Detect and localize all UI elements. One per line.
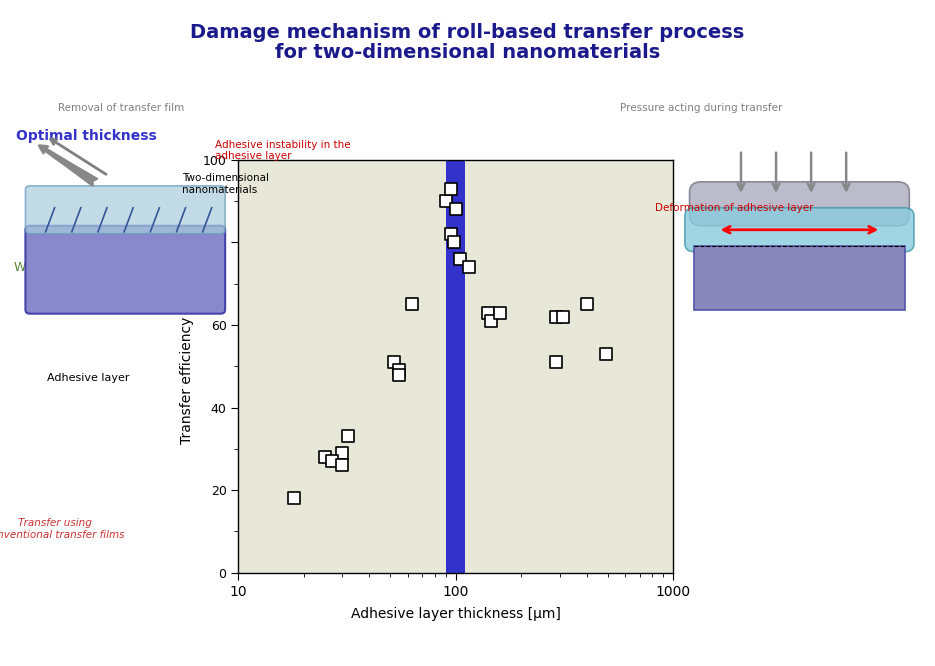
Text: Transfer using
conventional transfer films: Transfer using conventional transfer fil… — [0, 518, 124, 539]
FancyBboxPatch shape — [25, 226, 225, 314]
Text: Optimal thickness: Optimal thickness — [16, 129, 157, 143]
Point — [386, 357, 401, 368]
Text: thick: thick — [87, 273, 124, 286]
Bar — [446, 160, 465, 573]
Point — [549, 312, 564, 322]
Text: Pressure acting during transfer: Pressure acting during transfer — [620, 103, 783, 113]
Point — [555, 312, 570, 322]
Point — [405, 299, 420, 310]
Point — [483, 316, 498, 326]
Bar — [694, 246, 905, 310]
Text: thin: thin — [48, 298, 77, 311]
Y-axis label: Transfer efficiency [%]: Transfer efficiency [%] — [180, 288, 194, 444]
Text: for two-dimensional nanomaterials: for two-dimensional nanomaterials — [275, 43, 660, 63]
Point — [324, 456, 339, 467]
Text: Deformation of adhesive layer: Deformation of adhesive layer — [654, 203, 813, 213]
Point — [392, 365, 407, 376]
Point — [335, 448, 350, 458]
Text: When adhesive
layer is: When adhesive layer is — [57, 236, 153, 264]
Point — [392, 369, 407, 380]
Bar — [86, 160, 124, 573]
Point — [453, 254, 468, 264]
Point — [443, 229, 458, 240]
FancyBboxPatch shape — [684, 208, 914, 252]
Text: Adhesive layer: Adhesive layer — [47, 373, 129, 383]
Point — [439, 196, 453, 206]
Point — [446, 237, 461, 248]
Text: Damage mechanism of roll-based transfer process: Damage mechanism of roll-based transfer … — [191, 23, 744, 43]
Point — [480, 307, 495, 318]
Text: Adhesive instability in the
adhesive layer: Adhesive instability in the adhesive lay… — [215, 140, 351, 161]
Point — [549, 357, 564, 368]
Point — [443, 183, 458, 194]
Point — [579, 299, 594, 310]
Point — [462, 262, 477, 272]
FancyBboxPatch shape — [690, 182, 909, 226]
Point — [318, 452, 333, 462]
Text: Removal of transfer film: Removal of transfer film — [58, 103, 185, 113]
Text: Two-dimensional
nanomaterials: Two-dimensional nanomaterials — [182, 173, 269, 194]
Point — [598, 348, 613, 359]
Point — [493, 307, 508, 318]
FancyBboxPatch shape — [25, 186, 225, 234]
Point — [340, 431, 355, 442]
Text: When adhesive
layer is: When adhesive layer is — [14, 262, 110, 290]
X-axis label: Adhesive layer thickness [μm]: Adhesive layer thickness [μm] — [351, 607, 561, 621]
Point — [449, 204, 464, 214]
Point — [335, 460, 350, 471]
Point — [286, 493, 301, 503]
